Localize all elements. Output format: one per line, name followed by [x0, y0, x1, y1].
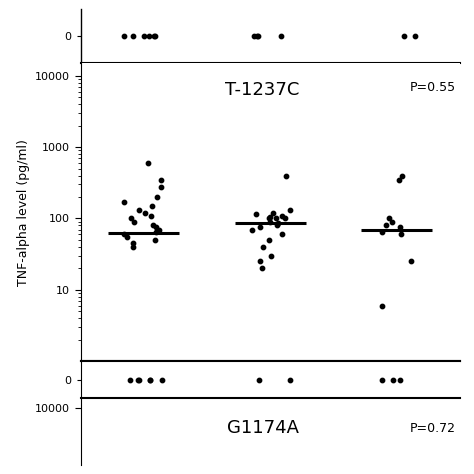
Point: [135, 376, 143, 383]
Point: [157, 183, 164, 191]
Point: [129, 33, 137, 40]
Point: [378, 302, 386, 310]
Point: [151, 33, 158, 40]
Point: [281, 215, 289, 222]
Point: [259, 243, 267, 251]
Point: [144, 159, 151, 167]
Point: [258, 264, 266, 272]
Text: P=0.72: P=0.72: [410, 421, 456, 435]
Point: [383, 221, 390, 229]
Text: P=0.55: P=0.55: [410, 81, 456, 94]
Point: [120, 230, 128, 238]
Text: T-1237C: T-1237C: [226, 81, 300, 99]
Point: [146, 33, 153, 40]
Point: [278, 230, 286, 238]
Point: [248, 226, 255, 233]
Point: [378, 376, 386, 383]
Point: [256, 257, 264, 265]
Y-axis label: TNF-alpha level (pg/ml): TNF-alpha level (pg/ml): [17, 139, 29, 286]
Point: [273, 221, 281, 229]
Point: [378, 228, 386, 236]
Point: [266, 218, 274, 226]
Point: [120, 198, 128, 206]
Point: [159, 376, 166, 383]
Point: [286, 376, 294, 383]
Point: [134, 376, 141, 383]
Point: [398, 172, 406, 179]
Point: [149, 221, 157, 229]
Point: [265, 236, 273, 244]
Point: [129, 239, 137, 247]
Point: [256, 224, 264, 231]
Point: [152, 228, 159, 236]
Point: [250, 33, 257, 40]
Point: [385, 215, 392, 222]
Point: [120, 33, 128, 40]
Point: [400, 33, 408, 40]
Text: G1174A: G1174A: [227, 419, 299, 437]
Point: [152, 224, 160, 231]
Point: [396, 376, 404, 383]
Point: [286, 207, 293, 214]
Point: [135, 207, 142, 214]
Point: [411, 33, 419, 40]
Point: [151, 236, 158, 244]
Point: [266, 213, 273, 221]
Point: [274, 220, 282, 228]
Point: [282, 172, 289, 179]
Point: [141, 209, 148, 217]
Point: [272, 215, 280, 222]
Point: [253, 210, 260, 218]
Point: [255, 376, 263, 383]
Point: [267, 252, 274, 260]
Point: [129, 243, 137, 251]
Point: [148, 202, 156, 210]
Point: [389, 376, 397, 383]
Point: [146, 376, 154, 383]
Point: [264, 215, 272, 222]
Point: [127, 215, 135, 222]
Point: [147, 212, 155, 219]
Point: [155, 226, 163, 233]
Point: [154, 193, 161, 201]
Point: [277, 33, 284, 40]
Point: [150, 33, 158, 40]
Point: [130, 218, 138, 226]
Point: [146, 376, 154, 383]
Point: [278, 212, 286, 219]
Point: [269, 209, 277, 217]
Point: [124, 233, 131, 241]
Point: [127, 376, 134, 383]
Point: [407, 257, 414, 265]
Point: [140, 33, 147, 40]
Point: [397, 230, 405, 238]
Point: [396, 224, 404, 231]
Point: [254, 33, 262, 40]
Point: [157, 176, 164, 183]
Point: [253, 33, 261, 40]
Point: [388, 218, 396, 226]
Point: [395, 176, 403, 183]
